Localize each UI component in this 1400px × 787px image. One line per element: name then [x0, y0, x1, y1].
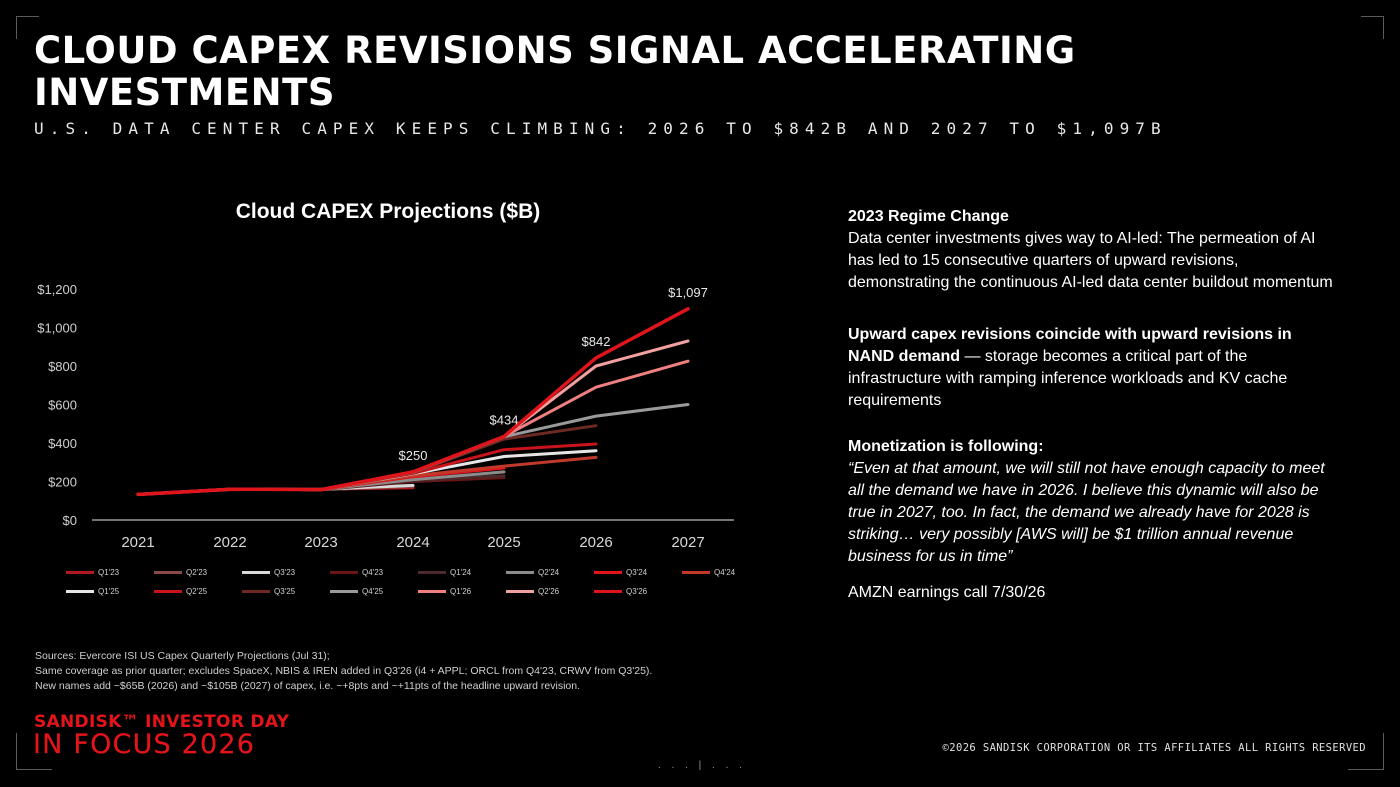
legend-label: Q3'23: [274, 568, 296, 577]
legend-swatch: [418, 590, 446, 593]
y-tick-label: $400: [48, 436, 77, 451]
frame-corner-bottom-left-base: [16, 769, 52, 770]
data-label: $842: [582, 334, 611, 349]
regime-change-body: Data center investments gives way to AI-…: [848, 230, 1333, 291]
copyright-notice: ©2026 SANDISK CORPORATION OR ITS AFFILIA…: [942, 742, 1366, 754]
legend-swatch: [682, 571, 710, 574]
frame-corner-top-left: [16, 16, 39, 39]
slide-subtitle: U.S. DATA CENTER CAPEX KEEPS CLIMBING: 2…: [34, 119, 1167, 138]
quote-attribution: AMZN earnings call 7/30/26: [848, 584, 1046, 601]
y-tick-label: $600: [48, 398, 77, 413]
legend-label: Q3'25: [274, 587, 296, 596]
legend-swatch: [330, 590, 358, 593]
legend-item: Q3'24: [594, 568, 647, 577]
page-indicator: . . . | . . .: [658, 760, 746, 771]
x-tick-label: 2024: [396, 534, 429, 550]
legend-swatch: [506, 571, 534, 574]
legend-label: Q1'26: [450, 587, 472, 596]
y-tick-label: $200: [48, 475, 77, 490]
y-tick-label: $1,000: [37, 321, 77, 336]
regime-change-block: 2023 Regime Change Data center investmen…: [848, 206, 1338, 294]
legend-item: Q2'26: [506, 587, 559, 596]
monetization-block: Monetization is following: “Even at that…: [848, 436, 1338, 568]
legend-label: Q2'23: [186, 568, 208, 577]
legend-swatch: [506, 590, 534, 593]
legend-item: Q3'23: [242, 568, 295, 577]
data-label: $434: [490, 412, 519, 427]
legend-swatch: [66, 571, 94, 574]
legend-item: Q1'23: [66, 568, 119, 577]
legend-item: Q1'25: [66, 587, 119, 596]
sources-line-3: New names add ~$65B (2026) and ~$105B (2…: [35, 680, 581, 692]
brand-logo-line-2: IN FOCUS 2026: [33, 729, 256, 760]
legend-item: Q3'25: [242, 587, 295, 596]
nand-demand-block: Upward capex revisions coincide with upw…: [848, 324, 1338, 412]
frame-corner-bottom-right-base: [1348, 769, 1384, 770]
x-tick-label: 2026: [579, 534, 612, 550]
legend-swatch: [242, 571, 270, 574]
legend-item: Q2'25: [154, 587, 207, 596]
frame-corner-bottom-left: [16, 733, 39, 769]
legend-label: Q2'25: [186, 587, 208, 596]
legend-swatch: [66, 590, 94, 593]
data-label: $1,097: [668, 285, 708, 300]
nand-demand-heading: Upward capex revisions coincide with upw…: [848, 326, 1292, 365]
sources-line-1: Sources: Evercore ISI US Capex Quarterly…: [35, 650, 330, 662]
legend-swatch: [418, 571, 446, 574]
y-tick-label: $800: [48, 359, 77, 374]
brand-logo-line-1: SANDISK™ INVESTOR DAY: [34, 712, 290, 732]
legend-item: Q4'23: [330, 568, 383, 577]
x-tick-label: 2023: [304, 534, 337, 550]
x-tick-label: 2022: [213, 534, 246, 550]
legend-swatch: [594, 590, 622, 593]
legend-item: Q1'24: [418, 568, 471, 577]
legend-label: Q4'25: [362, 587, 384, 596]
x-tick-label: 2027: [671, 534, 704, 550]
legend-swatch: [154, 571, 182, 574]
nand-demand-body: — storage becomes a critical part of the…: [848, 348, 1288, 409]
sources-note: Sources: Evercore ISI US Capex Quarterly…: [35, 649, 652, 694]
legend-item: Q2'24: [506, 568, 559, 577]
legend-label: Q1'24: [450, 568, 472, 577]
amzn-quote: “Even at that amount, we will still not …: [848, 460, 1325, 565]
frame-corner-top-right: [1361, 16, 1384, 39]
regime-change-heading: 2023 Regime Change: [848, 208, 1009, 225]
legend-item: Q3'26: [594, 587, 647, 596]
slide-title: CLOUD CAPEX REVISIONS SIGNAL ACCELERATIN…: [34, 29, 1076, 114]
legend-swatch: [154, 590, 182, 593]
legend-swatch: [242, 590, 270, 593]
legend-label: Q2'24: [538, 568, 560, 577]
x-tick-label: 2025: [487, 534, 520, 550]
legend-item: Q4'24: [682, 568, 735, 577]
sources-line-2: Same coverage as prior quarter; excludes…: [35, 665, 653, 677]
y-tick-label: $1,200: [37, 282, 77, 297]
legend-label: Q4'24: [714, 568, 736, 577]
legend-swatch: [330, 571, 358, 574]
series-line: [136, 307, 690, 497]
legend-label: Q4'23: [362, 568, 384, 577]
legend-item: Q1'26: [418, 587, 471, 596]
legend-item: Q2'23: [154, 568, 207, 577]
chart-title: Cloud CAPEX Projections ($B): [236, 200, 541, 223]
frame-corner-bottom-right: [1361, 733, 1384, 769]
data-label: $250: [399, 448, 428, 463]
legend-label: Q3'26: [626, 587, 648, 596]
legend-label: Q1'23: [98, 568, 120, 577]
legend-label: Q2'26: [538, 587, 560, 596]
y-tick-label: $0: [63, 513, 77, 528]
monetization-heading: Monetization is following:: [848, 438, 1044, 455]
legend-swatch: [594, 571, 622, 574]
capex-line-chart: Cloud CAPEX Projections ($B) $0 $200 $400 $6…: [37, 200, 734, 550]
legend-item: Q4'25: [330, 587, 383, 596]
x-tick-label: 2021: [121, 534, 154, 550]
legend-label: Q3'24: [626, 568, 648, 577]
legend-label: Q1'25: [98, 587, 120, 596]
